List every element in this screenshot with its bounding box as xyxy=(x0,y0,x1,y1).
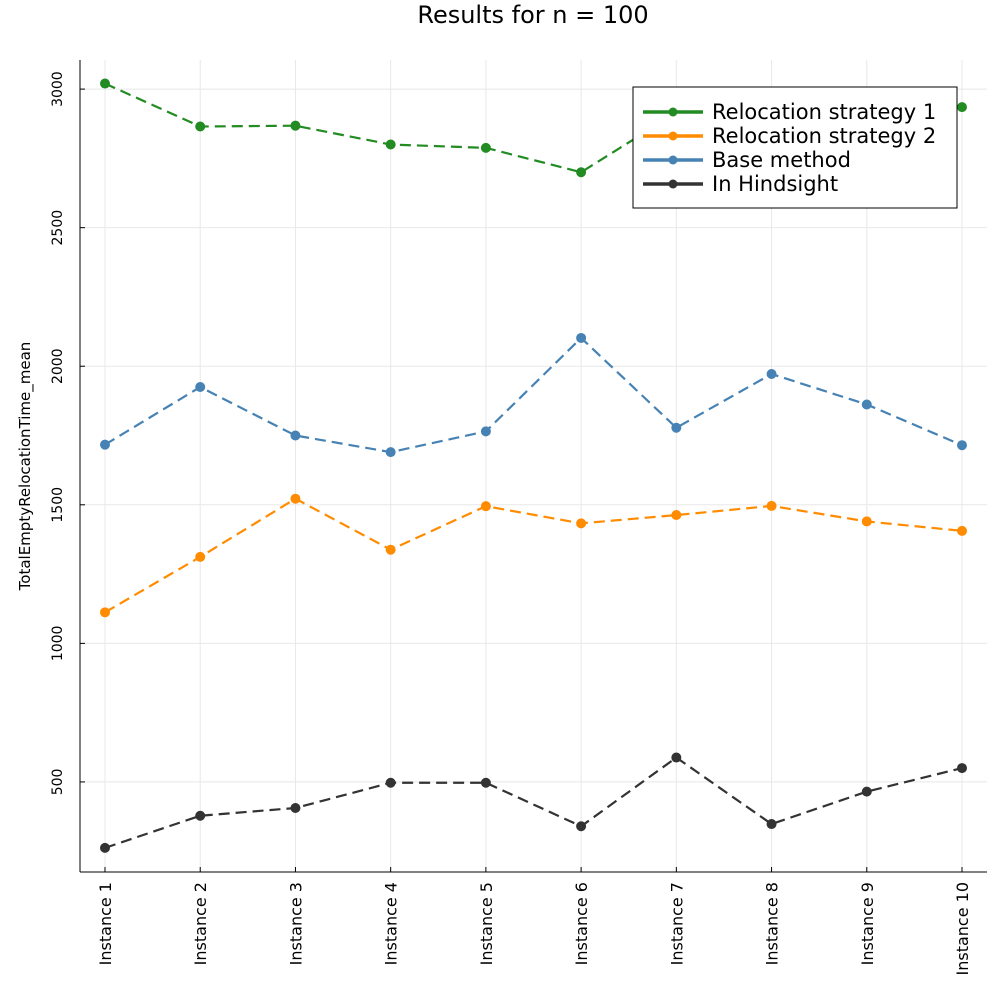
data-point xyxy=(385,447,396,458)
data-point xyxy=(480,426,491,437)
y-tick-label: 500 xyxy=(50,769,66,796)
series-2 xyxy=(100,493,967,618)
x-tick-label: Instance 7 xyxy=(667,882,686,965)
legend-swatch-marker xyxy=(668,131,678,141)
data-point xyxy=(957,102,967,113)
data-point xyxy=(576,518,587,529)
data-point xyxy=(290,802,301,813)
data-point xyxy=(576,821,587,832)
data-point xyxy=(861,399,872,410)
chart-title: Results for n = 100 xyxy=(417,1,648,29)
y-tick-label: 3000 xyxy=(50,71,66,107)
data-point xyxy=(195,382,206,393)
x-tick-label: Instance 1 xyxy=(96,882,115,965)
y-tick-label: 2500 xyxy=(50,210,66,246)
data-point xyxy=(195,810,206,821)
legend-label: Relocation strategy 2 xyxy=(712,124,936,148)
y-tick-label: 1000 xyxy=(50,626,66,662)
legend-label: Relocation strategy 1 xyxy=(712,100,936,124)
legend-label: Base method xyxy=(712,148,851,172)
data-point xyxy=(195,121,206,132)
data-point xyxy=(290,430,301,441)
data-point xyxy=(671,510,682,521)
data-point xyxy=(480,501,491,512)
data-point xyxy=(385,544,396,555)
y-axis-label: TotalEmptyRelocationTime_mean xyxy=(16,342,35,592)
data-point xyxy=(385,777,396,788)
data-point xyxy=(766,368,777,379)
data-point xyxy=(671,422,682,433)
y-axis-ticks: 500 1000 1500 2000 2500 3000 xyxy=(50,71,85,795)
data-point xyxy=(576,167,587,178)
data-point xyxy=(290,493,301,504)
legend-swatch-marker xyxy=(668,179,678,189)
y-tick-label: 2000 xyxy=(50,348,66,384)
series-line xyxy=(104,497,963,614)
data-point xyxy=(861,516,872,527)
data-point xyxy=(576,332,587,343)
data-point xyxy=(100,78,110,89)
series-4 xyxy=(100,752,967,853)
x-tick-label: Instance 10 xyxy=(953,882,972,976)
data-point xyxy=(671,752,682,763)
y-tick-label: 1500 xyxy=(50,487,66,523)
grid-lines xyxy=(80,60,987,872)
data-point xyxy=(195,551,206,562)
legend-label: In Hindsight xyxy=(712,172,838,196)
data-point xyxy=(100,842,110,853)
data-point xyxy=(480,142,491,153)
legend-swatch-marker xyxy=(668,155,678,165)
legend-swatch-marker xyxy=(668,107,678,117)
data-point xyxy=(861,786,872,797)
data-point xyxy=(957,763,967,774)
x-tick-label: Instance 3 xyxy=(286,882,305,965)
data-point xyxy=(766,819,777,830)
series-line xyxy=(104,336,963,454)
x-tick-label: Instance 9 xyxy=(858,882,877,965)
data-point xyxy=(100,439,110,450)
data-point xyxy=(290,120,301,131)
x-tick-label: Instance 6 xyxy=(572,882,591,965)
series-line xyxy=(104,756,963,849)
series-layer xyxy=(100,78,967,853)
data-point xyxy=(766,500,777,511)
x-axis-ticks: Instance 1 Instance 2 Instance 3 Instance 4… xyxy=(96,867,972,976)
data-point xyxy=(957,440,967,451)
data-point xyxy=(957,525,967,536)
x-tick-label: Instance 5 xyxy=(477,882,496,965)
data-point xyxy=(480,777,491,788)
x-tick-label: Instance 2 xyxy=(191,882,210,965)
data-point xyxy=(385,139,396,150)
data-point xyxy=(100,607,110,618)
series-3 xyxy=(100,332,967,458)
x-tick-label: Instance 4 xyxy=(382,882,401,965)
legend-box xyxy=(632,86,958,209)
x-tick-label: Instance 8 xyxy=(763,882,782,965)
